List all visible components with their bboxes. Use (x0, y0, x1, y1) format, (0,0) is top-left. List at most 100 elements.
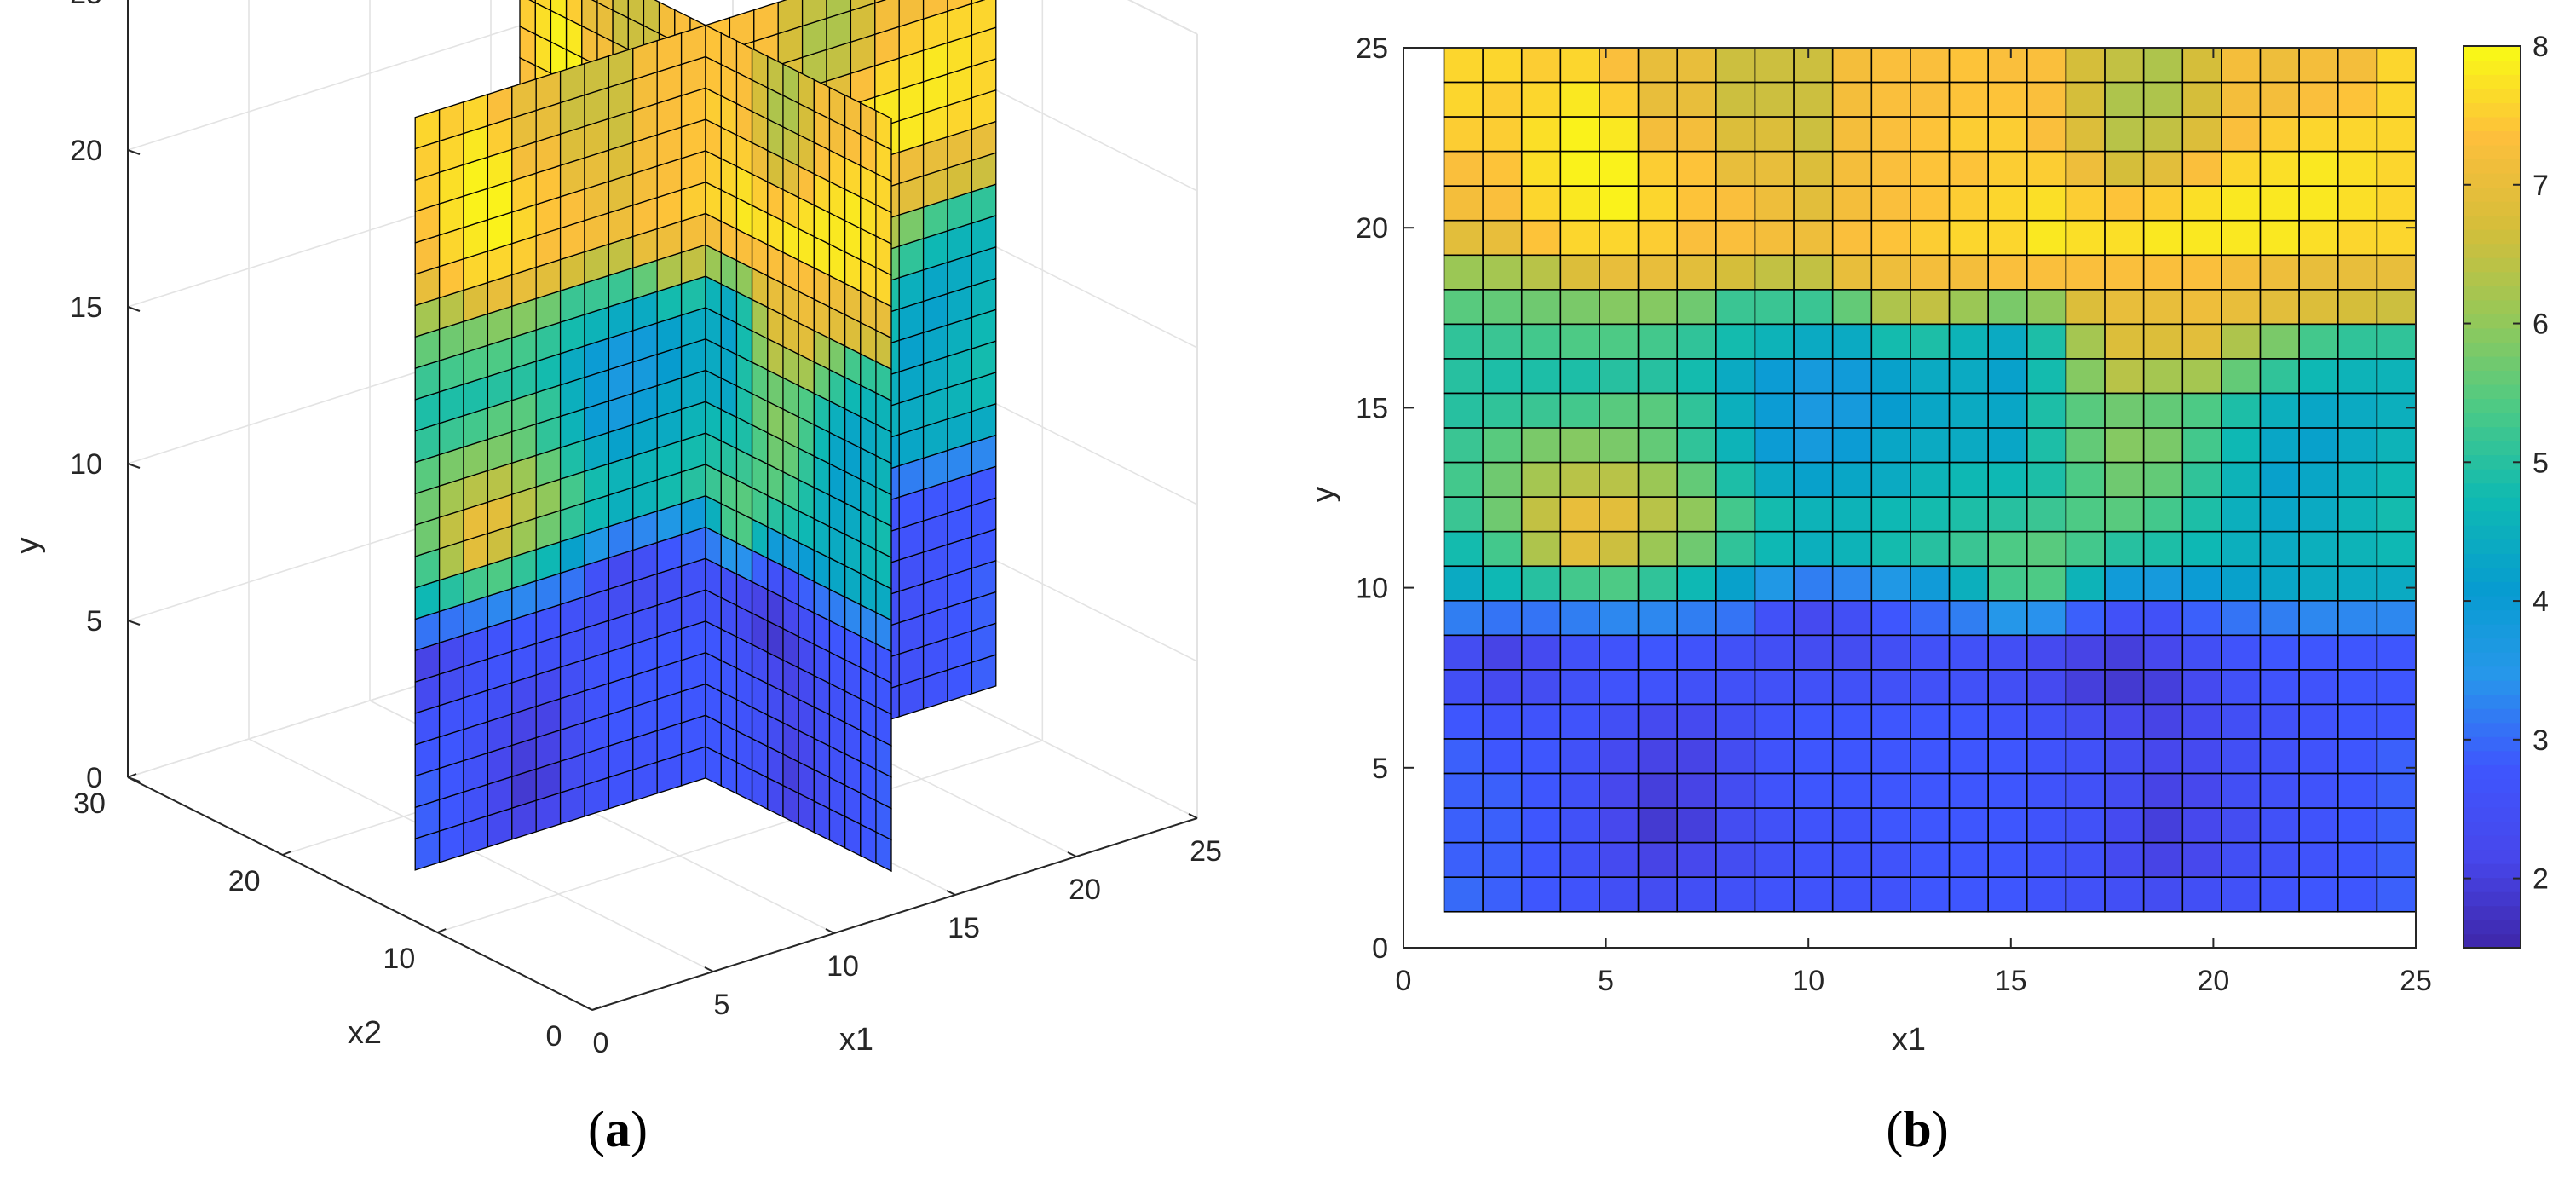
heatmap-cell (2181, 738, 2222, 775)
heatmap-cell (1559, 254, 1600, 291)
heatmap-cell (1793, 461, 1834, 498)
heatmap-cell (1443, 807, 1484, 844)
colorbar-segment (2464, 539, 2521, 554)
heatmap-cell (2259, 323, 2300, 360)
colorbar-segment (2464, 46, 2521, 61)
colorbar-segment (2464, 863, 2521, 879)
heatmap-cell (1715, 530, 1756, 568)
heatmap-cell (1676, 634, 1717, 671)
heatmap-cell (2104, 219, 2145, 257)
heatmap-cell (1482, 185, 1523, 222)
heatmap-cell (2026, 496, 2067, 533)
colorbar-tick-label: 2 (2533, 863, 2549, 896)
heatmap-cell (1676, 772, 1717, 809)
colorbar-segment (2464, 370, 2521, 385)
heatmap-cell (2104, 323, 2145, 360)
colorbar-segment (2464, 426, 2521, 441)
heatmap-cell (2104, 807, 2145, 844)
heatmap-cell (1910, 47, 1951, 84)
heatmap-cell (1754, 392, 1795, 429)
heatmap-cell (1831, 772, 1873, 809)
colorbar-segment (2464, 187, 2521, 202)
slice-cell (922, 0, 948, 20)
heatmap-cell (2221, 600, 2262, 637)
heatmap-cell (2298, 772, 2339, 809)
heatmap-cell (1870, 841, 1911, 879)
heatmap-cell (1443, 600, 1484, 637)
heatmap-cell (1870, 461, 1911, 498)
colorbar-segment (2464, 497, 2521, 512)
panel-b-heatmap-cells (1443, 47, 2417, 913)
heatmap-cell (2065, 876, 2106, 913)
heatmap-cell (1676, 254, 1717, 291)
heatmap-cell (1715, 496, 1756, 533)
colorbar-segment (2464, 722, 2521, 737)
heatmap-cell (1637, 323, 1679, 360)
heatmap-cell (1754, 634, 1795, 671)
colorbar-segment (2464, 398, 2521, 413)
heatmap-cell (1870, 565, 1911, 602)
slice-cell (596, 0, 614, 11)
heatmap-cell (2298, 427, 2339, 464)
heatmap-cell (1793, 219, 1834, 257)
heatmap-cell (1870, 496, 1911, 533)
heatmap-cell (1482, 669, 1523, 706)
heatmap-cell (1793, 530, 1834, 568)
heatmap-cell (2298, 876, 2339, 913)
colorbar-segment (2464, 215, 2521, 230)
heatmap-cell (2259, 634, 2300, 671)
heatmap-cell (2376, 185, 2417, 222)
heatmap-cell (1676, 600, 1717, 637)
slice-cell (971, 0, 986, 5)
heatmap-cell (1870, 703, 1911, 740)
heatmap-cell (2181, 47, 2222, 84)
heatmap-cell (1599, 738, 1640, 775)
heatmap-cell (1831, 738, 1873, 775)
heatmap-cell (1715, 358, 1756, 395)
heatmap-cell (1831, 150, 1873, 188)
colorbar-segment (2464, 327, 2521, 343)
heatmap-cell (2181, 496, 2222, 533)
heatmap-cell (2142, 289, 2184, 326)
heatmap-cell (1870, 807, 1911, 844)
x-tick-label: 25 (2400, 965, 2432, 997)
heatmap-cell (2221, 807, 2262, 844)
colorbar-segment (2464, 454, 2521, 470)
heatmap-cell (1599, 669, 1640, 706)
heatmap-cell (2181, 81, 2222, 118)
heatmap-cell (1443, 738, 1484, 775)
heatmap-cell (1987, 323, 2028, 360)
axis-line (1067, 851, 1077, 857)
heatmap-cell (1987, 807, 2028, 844)
heatmap-cell (1443, 461, 1484, 498)
heatmap-cell (1754, 289, 1795, 326)
heatmap-cell (1599, 254, 1640, 291)
slice-cell (627, 0, 645, 27)
heatmap-cell (2298, 496, 2339, 533)
heatmap-cell (1910, 427, 1951, 464)
heatmap-cell (1559, 807, 1600, 844)
heatmap-cell (1948, 669, 1989, 706)
heatmap-cell (1676, 841, 1717, 879)
heatmap-cell (1948, 634, 1989, 671)
heatmap-cell (2104, 669, 2145, 706)
heatmap-cell (2104, 392, 2145, 429)
heatmap-cell (1676, 807, 1717, 844)
heatmap-cell (1443, 254, 1484, 291)
heatmap-cell (1676, 219, 1717, 257)
heatmap-cell (1831, 461, 1873, 498)
heatmap-cell (2337, 289, 2378, 326)
heatmap-cell (1559, 565, 1600, 602)
heatmap-cell (1559, 530, 1600, 568)
heatmap-cell (1482, 634, 1523, 671)
heatmap-cell (2259, 496, 2300, 533)
heatmap-cell (2104, 841, 2145, 879)
heatmap-cell (1754, 185, 1795, 222)
heatmap-cell (2065, 530, 2106, 568)
colorbar-segment (2464, 511, 2521, 526)
slice-cell (550, 0, 568, 20)
heatmap-cell (1482, 427, 1523, 464)
heatmap-cell (2104, 703, 2145, 740)
heatmap-cell (2221, 392, 2262, 429)
